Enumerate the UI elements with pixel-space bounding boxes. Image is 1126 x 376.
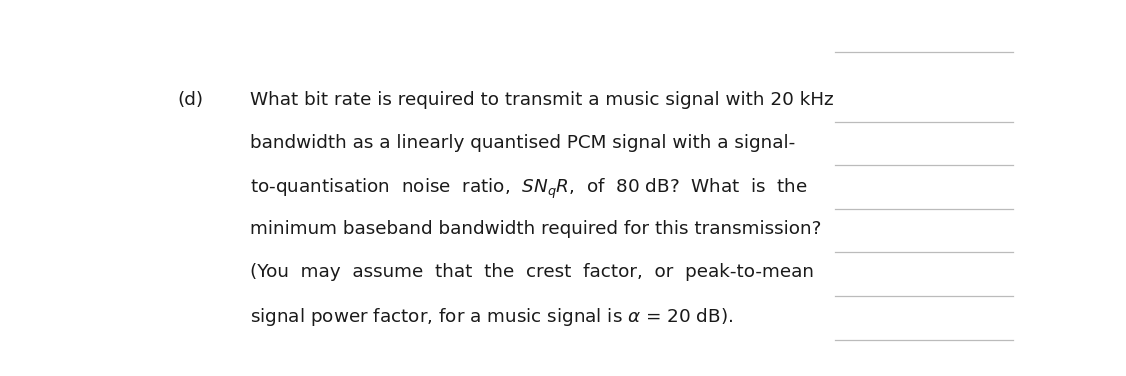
Text: to-quantisation  noise  ratio,  $SN_qR$,  of  80 dB?  What  is  the: to-quantisation noise ratio, $SN_qR$, of… — [250, 177, 807, 201]
Text: bandwidth as a linearly quantised PCM signal with a signal-: bandwidth as a linearly quantised PCM si… — [250, 134, 795, 152]
Text: (d): (d) — [178, 91, 204, 109]
Text: minimum baseband bandwidth required for this transmission?: minimum baseband bandwidth required for … — [250, 220, 821, 238]
Text: signal power factor, for a music signal is $\alpha$ = 20 dB).: signal power factor, for a music signal … — [250, 306, 733, 328]
Text: (You  may  assume  that  the  crest  factor,  or  peak-to-mean: (You may assume that the crest factor, o… — [250, 263, 814, 281]
Text: What bit rate is required to transmit a music signal with 20 kHz: What bit rate is required to transmit a … — [250, 91, 833, 109]
